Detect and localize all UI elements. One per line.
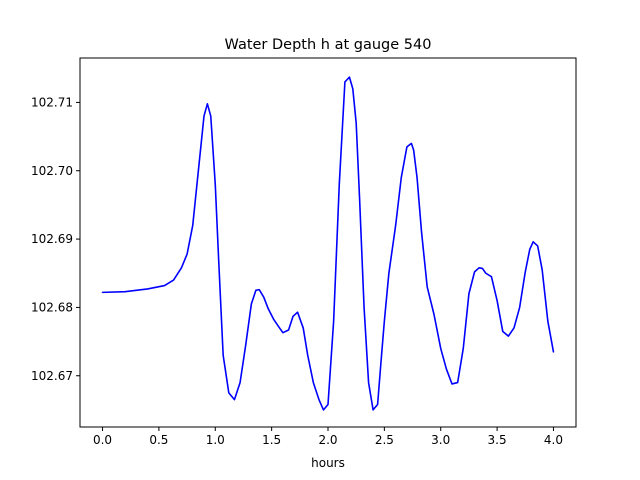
x-tick-label: 0.5 — [149, 433, 168, 447]
x-tick-label: 1.5 — [262, 433, 281, 447]
y-tick-label: 102.68 — [31, 300, 73, 314]
x-axis-label: hours — [311, 456, 345, 470]
y-tick-label: 102.71 — [31, 95, 73, 109]
y-tick-label: 102.67 — [31, 369, 73, 383]
y-tick-label: 102.70 — [31, 164, 73, 178]
series-line-0 — [101, 76, 555, 411]
x-tick-label: 2.0 — [318, 433, 337, 447]
chart-title: Water Depth h at gauge 540 — [225, 37, 432, 53]
x-tick-label: 3.0 — [431, 433, 450, 447]
x-tick-label: 3.5 — [488, 433, 507, 447]
y-axis-ticks: 102.67 102.68 102.69 102.70 102.71 — [31, 95, 80, 383]
x-axis-ticks: 0.0 0.5 1.0 1.5 2.0 2.5 3.0 3.5 4.0 — [93, 427, 563, 447]
x-tick-label: 2.5 — [375, 433, 394, 447]
y-tick-label: 102.69 — [31, 232, 73, 246]
x-tick-label: 4.0 — [544, 433, 563, 447]
x-tick-label: 1.0 — [206, 433, 225, 447]
x-tick-label: 0.0 — [93, 433, 112, 447]
